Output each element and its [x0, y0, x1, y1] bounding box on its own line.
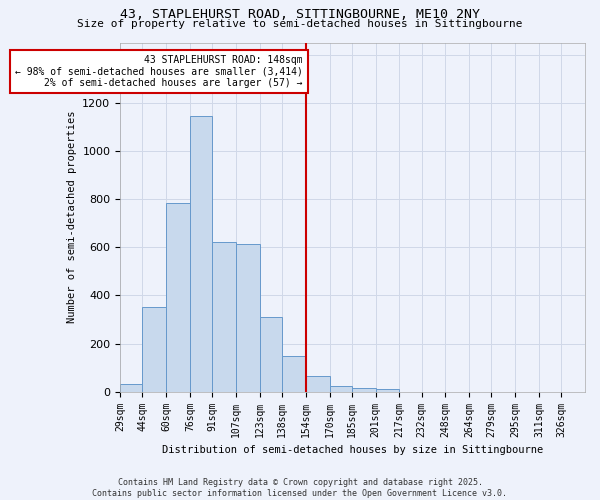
- Bar: [190, 116, 212, 392]
- Bar: [306, 376, 329, 392]
- X-axis label: Distribution of semi-detached houses by size in Sittingbourne: Distribution of semi-detached houses by …: [162, 445, 543, 455]
- Bar: [236, 244, 260, 392]
- Y-axis label: Number of semi-detached properties: Number of semi-detached properties: [67, 111, 77, 324]
- Text: 43, STAPLEHURST ROAD, SITTINGBOURNE, ME10 2NY: 43, STAPLEHURST ROAD, SITTINGBOURNE, ME1…: [120, 8, 480, 20]
- Text: 43 STAPLEHURST ROAD: 148sqm
← 98% of semi-detached houses are smaller (3,414)
2%: 43 STAPLEHURST ROAD: 148sqm ← 98% of sem…: [15, 54, 303, 88]
- Text: Size of property relative to semi-detached houses in Sittingbourne: Size of property relative to semi-detach…: [77, 19, 523, 29]
- Bar: [282, 356, 306, 392]
- Bar: [142, 308, 166, 392]
- Bar: [166, 202, 190, 392]
- Bar: [352, 388, 376, 392]
- Bar: [376, 389, 400, 392]
- Bar: [260, 317, 282, 392]
- Bar: [120, 384, 142, 392]
- Bar: [212, 242, 236, 392]
- Text: Contains HM Land Registry data © Crown copyright and database right 2025.
Contai: Contains HM Land Registry data © Crown c…: [92, 478, 508, 498]
- Bar: [329, 386, 352, 392]
